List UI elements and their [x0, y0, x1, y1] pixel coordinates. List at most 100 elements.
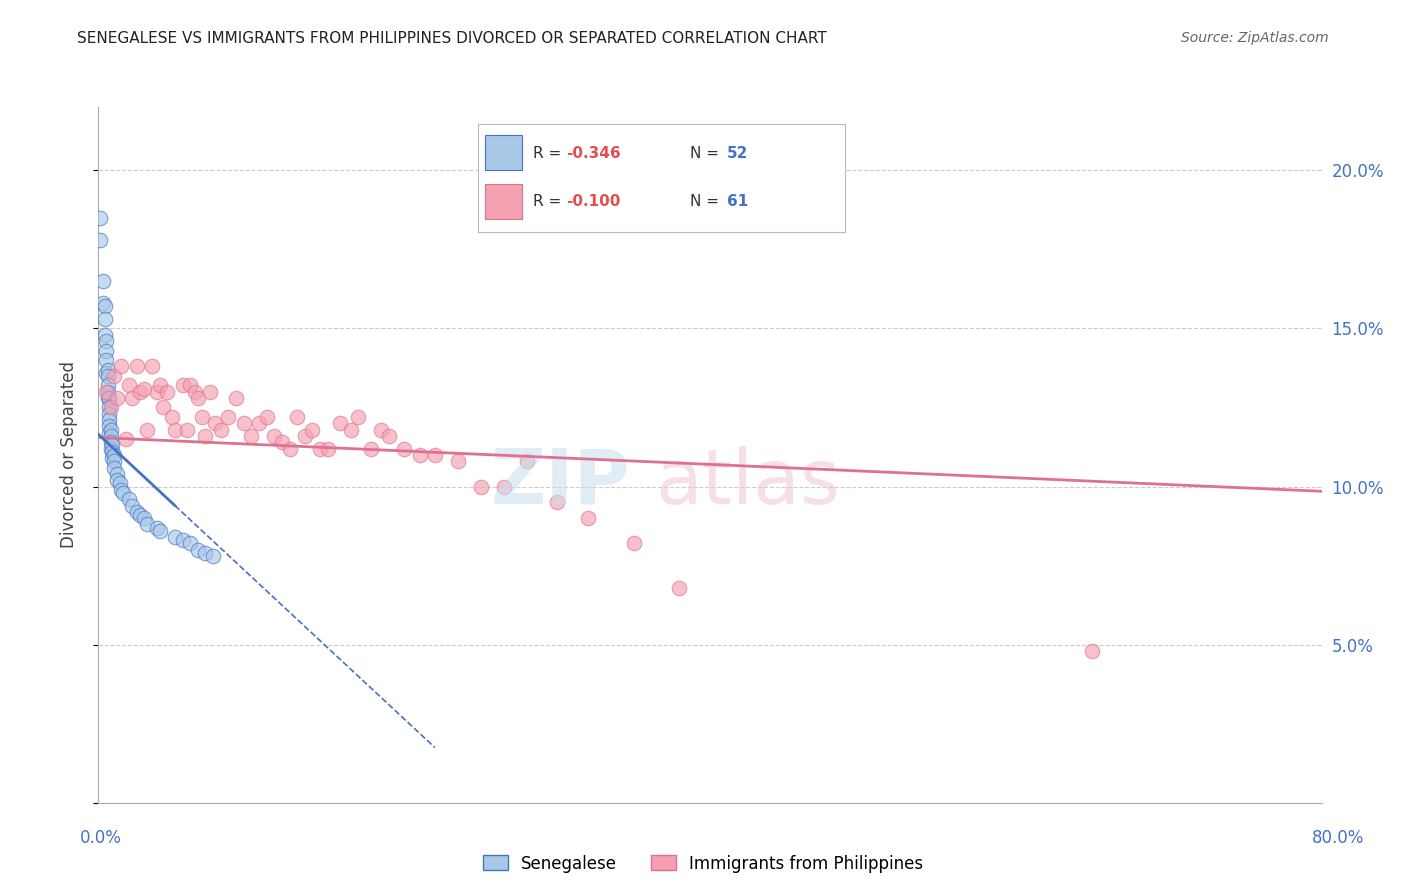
- Point: [256, 409, 278, 424]
- Point: [100, 442, 122, 456]
- Point: [136, 423, 159, 437]
- Point: [339, 423, 361, 437]
- Point: [152, 401, 174, 415]
- Point: [121, 391, 143, 405]
- Point: [101, 438, 124, 452]
- Point: [156, 384, 179, 399]
- Point: [194, 546, 217, 560]
- Point: [94, 343, 117, 358]
- Point: [204, 417, 226, 431]
- Point: [141, 359, 163, 374]
- Point: [94, 384, 117, 399]
- Point: [93, 312, 115, 326]
- Text: N =: N =: [690, 145, 724, 161]
- Point: [108, 476, 131, 491]
- Text: 0.0%: 0.0%: [80, 829, 122, 847]
- Point: [100, 435, 122, 450]
- Point: [98, 407, 121, 421]
- Point: [187, 542, 209, 557]
- Point: [301, 423, 323, 437]
- Point: [278, 442, 301, 456]
- Point: [1081, 644, 1104, 658]
- Point: [134, 382, 156, 396]
- Text: SENEGALESE VS IMMIGRANTS FROM PHILIPPINES DIVORCED OR SEPARATED CORRELATION CHAR: SENEGALESE VS IMMIGRANTS FROM PHILIPPINE…: [77, 31, 827, 46]
- Point: [145, 521, 167, 535]
- Point: [149, 524, 172, 538]
- Point: [128, 508, 150, 522]
- Point: [100, 429, 122, 443]
- Point: [98, 401, 121, 415]
- Point: [105, 467, 128, 481]
- Text: Source: ZipAtlas.com: Source: ZipAtlas.com: [1181, 31, 1329, 45]
- Point: [163, 530, 186, 544]
- Point: [98, 419, 121, 434]
- Point: [97, 391, 120, 405]
- Point: [103, 454, 125, 468]
- Point: [163, 423, 186, 437]
- Point: [285, 409, 308, 424]
- Point: [93, 299, 115, 313]
- Point: [97, 384, 120, 399]
- Text: atlas: atlas: [655, 446, 839, 520]
- Point: [576, 511, 599, 525]
- Text: -0.346: -0.346: [565, 145, 620, 161]
- Point: [103, 368, 125, 383]
- Point: [470, 479, 492, 493]
- Point: [209, 423, 232, 437]
- Point: [100, 423, 122, 437]
- Point: [176, 423, 198, 437]
- Point: [149, 378, 172, 392]
- Text: -0.100: -0.100: [565, 194, 620, 209]
- Text: 61: 61: [727, 194, 748, 209]
- Point: [145, 384, 167, 399]
- Point: [172, 533, 194, 548]
- Point: [160, 409, 183, 424]
- Text: 80.0%: 80.0%: [1312, 829, 1365, 847]
- Text: 52: 52: [727, 145, 748, 161]
- Point: [329, 417, 352, 431]
- Point: [97, 378, 120, 392]
- Point: [94, 353, 117, 368]
- Point: [179, 378, 201, 392]
- Point: [294, 429, 316, 443]
- Point: [378, 429, 401, 443]
- Point: [98, 413, 121, 427]
- Point: [270, 435, 292, 450]
- Point: [408, 448, 430, 462]
- Point: [191, 409, 214, 424]
- Point: [103, 460, 125, 475]
- Point: [110, 359, 132, 374]
- Point: [136, 517, 159, 532]
- Point: [105, 473, 128, 487]
- Point: [179, 536, 201, 550]
- Text: R =: R =: [533, 145, 565, 161]
- Text: ZIP: ZIP: [491, 446, 630, 520]
- Point: [202, 549, 225, 563]
- Point: [194, 429, 217, 443]
- Point: [111, 486, 134, 500]
- Point: [198, 384, 221, 399]
- Y-axis label: Divorced or Separated: Divorced or Separated: [59, 361, 77, 549]
- Point: [447, 454, 470, 468]
- Point: [309, 442, 332, 456]
- Point: [263, 429, 285, 443]
- Point: [103, 448, 125, 462]
- Point: [91, 296, 114, 310]
- Point: [623, 536, 645, 550]
- Point: [347, 409, 370, 424]
- Point: [118, 378, 141, 392]
- Point: [105, 391, 128, 405]
- Point: [115, 432, 138, 446]
- Point: [100, 401, 122, 415]
- Text: N =: N =: [690, 194, 724, 209]
- Point: [89, 211, 111, 225]
- Point: [94, 366, 117, 380]
- Point: [94, 334, 117, 348]
- Point: [89, 233, 111, 247]
- Text: R =: R =: [533, 194, 565, 209]
- Point: [217, 409, 239, 424]
- Point: [247, 417, 270, 431]
- Point: [225, 391, 247, 405]
- Point: [134, 511, 156, 525]
- Legend: Senegalese, Immigrants from Philippines: Senegalese, Immigrants from Philippines: [477, 848, 929, 880]
